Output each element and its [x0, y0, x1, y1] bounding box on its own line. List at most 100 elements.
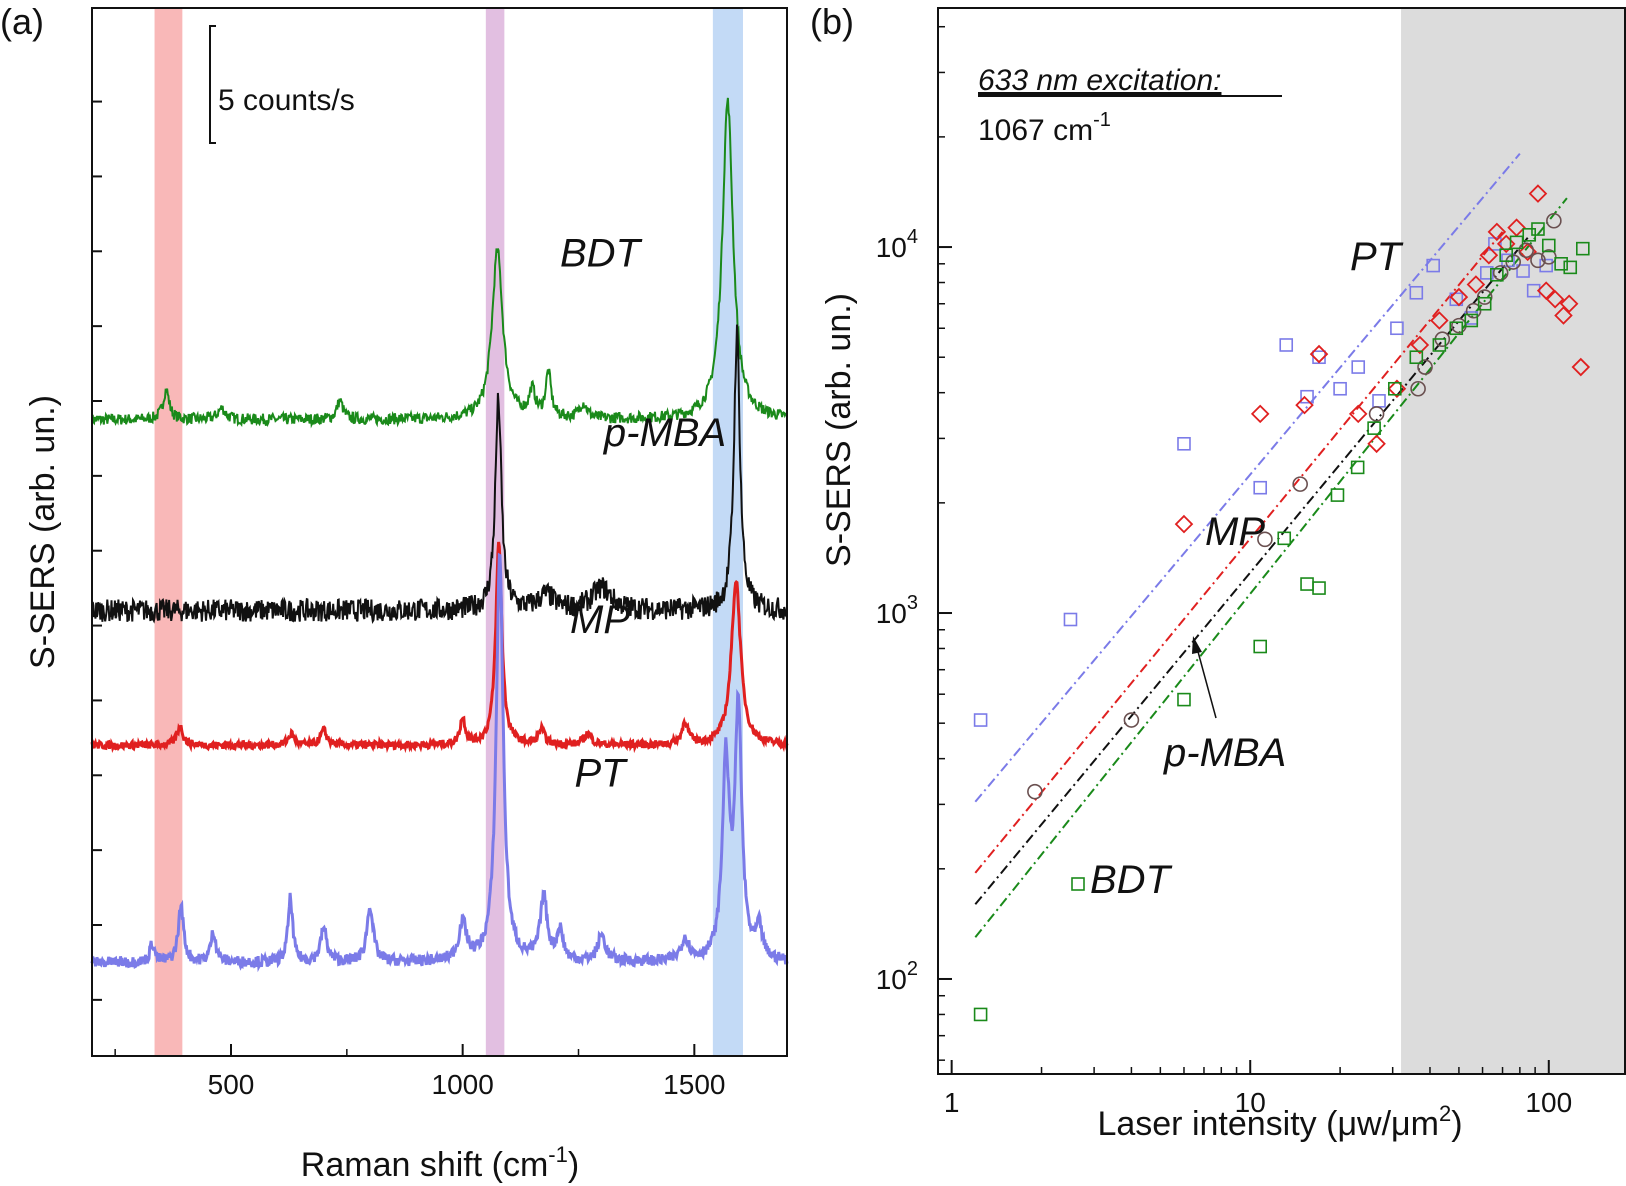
panel-b-y-axis-title: S-SERS (arb. un.) — [820, 293, 858, 567]
point-p-mba-7 — [1417, 359, 1433, 375]
point-pt-14 — [1449, 292, 1464, 307]
panel-b-frame — [937, 7, 1626, 1075]
point-mp-10 — [1449, 287, 1469, 307]
panel-a-x-axis-title: Raman shift (cm-1) — [301, 1142, 579, 1184]
point-p-mba-15 — [1530, 252, 1546, 269]
y-tick-label-100: 102 — [876, 958, 918, 995]
point-p-mba-4 — [1292, 476, 1308, 492]
x-tick-label-1000: 1000 — [432, 1069, 494, 1100]
point-bdt-17 — [1499, 248, 1513, 263]
excitation-annotation: 633 nm excitation: — [978, 64, 1221, 97]
point-bdt-7 — [1330, 488, 1345, 502]
point-p-mba-12 — [1492, 265, 1509, 281]
point-p-mba-5 — [1368, 406, 1385, 422]
point-mp-21 — [1559, 294, 1579, 314]
highlight-band-3 — [712, 8, 743, 1056]
point-pt-9 — [1351, 360, 1366, 374]
spectrum-bdt — [91, 97, 788, 429]
panel-a-y-ticks — [92, 100, 102, 1001]
point-mp-6 — [1367, 434, 1386, 454]
point-mp-4 — [1309, 344, 1329, 364]
point-pt-20 — [1526, 283, 1541, 298]
scale-bar — [209, 25, 216, 144]
fit-line-p-mba — [974, 237, 1529, 905]
point-pt-2 — [1063, 612, 1078, 627]
point-bdt-6 — [1312, 581, 1326, 595]
data-points — [973, 184, 1591, 1022]
panel-b-x-axis-title: Laser intensity (μw/μm2) — [1097, 1101, 1462, 1143]
panel-b-y-ticks: 102 103 104 — [876, 25, 952, 1061]
point-mp-19 — [1545, 289, 1565, 309]
wavenumber-annotation: 1067 cm-1 — [978, 109, 1111, 147]
point-mp-3 — [1295, 395, 1314, 415]
point-p-mba-10 — [1465, 302, 1482, 319]
point-pt-21 — [1539, 258, 1553, 273]
bdt-legend-marker — [1071, 877, 1085, 891]
point-mp-2 — [1250, 404, 1270, 424]
point-mp-18 — [1536, 281, 1556, 300]
point-bdt-21 — [1541, 238, 1556, 253]
point-mp-8 — [1410, 335, 1430, 355]
point-bdt-22 — [1554, 256, 1568, 271]
point-bdt-23 — [1563, 260, 1578, 275]
point-bdt-24 — [1576, 241, 1590, 256]
spectrum-pt — [90, 552, 789, 973]
panel-a-frame — [91, 7, 788, 1057]
point-mp-12 — [1479, 245, 1499, 265]
highlight-bands — [154, 8, 743, 1056]
point-bdt-2 — [1177, 692, 1191, 707]
point-p-mba-17 — [1546, 212, 1562, 229]
x-tick-label-1500: 1500 — [663, 1069, 725, 1100]
point-pt-3 — [1177, 436, 1191, 451]
spectra — [90, 97, 789, 973]
series-label-pt: PT — [574, 752, 628, 796]
y-tick-label-10000: 104 — [876, 226, 918, 263]
series-label-bdt: BDT — [560, 231, 643, 275]
point-mp-22 — [1571, 357, 1591, 377]
point-p-mba-3 — [1257, 531, 1273, 548]
fit-line-pt — [974, 152, 1521, 803]
point-bdt-20 — [1531, 222, 1545, 236]
point-bdt-10 — [1388, 381, 1402, 396]
fit-lines — [974, 152, 1568, 938]
point-bdt-3 — [1253, 639, 1268, 654]
x-tick-label-100: 100 — [1525, 1087, 1572, 1118]
point-bdt-11 — [1409, 350, 1424, 365]
point-mp-11 — [1466, 275, 1486, 294]
point-pt-10 — [1372, 394, 1386, 408]
series-label-bdt: BDT — [1090, 858, 1173, 902]
fit-line-mp — [974, 231, 1504, 874]
x-tick-label-10: 10 — [1235, 1087, 1266, 1118]
point-mp-20 — [1554, 306, 1573, 325]
point-bdt-9 — [1367, 421, 1381, 435]
point-p-mba-2 — [1123, 712, 1140, 728]
panel-a-series-labels: BDT p-MBA MP PT — [560, 231, 726, 795]
panel-b-label: (b) — [810, 1, 854, 42]
point-mp-7 — [1387, 379, 1407, 399]
p-mba-arrow-label: p-MBA — [1163, 731, 1286, 775]
point-bdt-16 — [1490, 267, 1504, 282]
panel-a-label: (a) — [0, 1, 44, 42]
point-mp-13 — [1487, 222, 1507, 242]
point-mp-5 — [1348, 404, 1368, 424]
series-label-mp: MP — [570, 598, 630, 642]
point-pt-8 — [1333, 381, 1347, 396]
point-mp-17 — [1528, 184, 1548, 203]
p-mba-arrowhead — [1192, 636, 1202, 654]
point-mp-1 — [1174, 514, 1194, 534]
shaded-region — [1401, 8, 1625, 1074]
point-bdt-13 — [1449, 321, 1464, 336]
scale-bar-label: 5 counts/s — [218, 84, 355, 117]
point-bdt-15 — [1477, 296, 1492, 311]
point-pt-19 — [1516, 264, 1530, 278]
panel-a-raman-spectra: (a) 500 1000 1500 5 counts/s BDTp-MBAMPPT … — [0, 1, 789, 1184]
point-bdt-1 — [973, 1007, 988, 1022]
point-p-mba-14 — [1518, 242, 1534, 259]
point-pt-1 — [973, 713, 988, 727]
series-label-mp: MP — [1205, 510, 1265, 554]
point-p-mba-11 — [1476, 289, 1493, 305]
point-bdt-4 — [1277, 531, 1292, 546]
x-tick-label-1: 1 — [944, 1087, 960, 1118]
